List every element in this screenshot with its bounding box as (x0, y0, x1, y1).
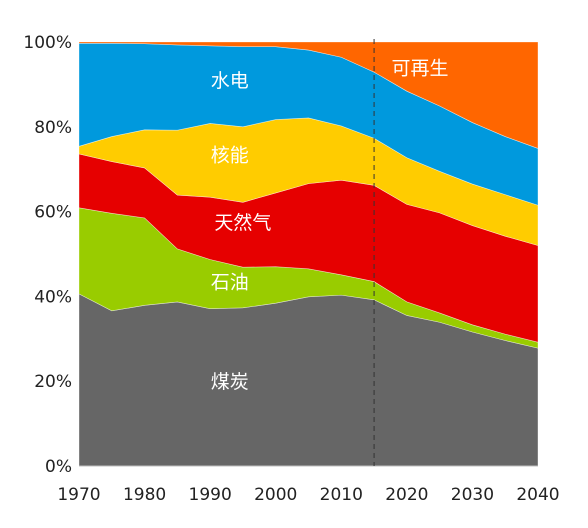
y-tick-label: 20% (34, 372, 72, 392)
x-tick-label: 2040 (516, 485, 559, 505)
hydro-label: 水电 (211, 70, 249, 92)
x-tick-label: 1970 (57, 485, 100, 505)
x-tick-label: 1980 (123, 485, 166, 505)
y-tick-label: 100% (23, 33, 72, 53)
y-tick-label: 80% (34, 118, 72, 138)
nuclear-label: 核能 (211, 144, 249, 166)
oil-label: 石油 (211, 272, 249, 294)
x-tick-label: 2020 (385, 485, 428, 505)
chart-areas (78, 41, 539, 467)
y-axis-ticks: 0% 20% 40% 60% 80% 100% (23, 33, 72, 477)
y-tick-label: 40% (34, 287, 72, 307)
x-tick-label: 2010 (320, 485, 363, 505)
area-labels: 煤炭 石油 天然气 核能 水电 可再生 (211, 57, 449, 393)
renewables-label: 可再生 (391, 57, 448, 79)
x-tick-label: 2000 (254, 485, 297, 505)
y-tick-label: 0% (45, 457, 72, 477)
x-tick-label: 1990 (189, 485, 232, 505)
natural-gas-label: 天然气 (214, 212, 271, 234)
renewables-area (78, 41, 539, 149)
coal-label: 煤炭 (211, 371, 249, 393)
x-axis-ticks: 1970 1980 1990 2000 2010 2020 2030 2040 (57, 485, 559, 505)
x-tick-label: 2030 (451, 485, 494, 505)
y-tick-label: 60% (34, 203, 72, 223)
